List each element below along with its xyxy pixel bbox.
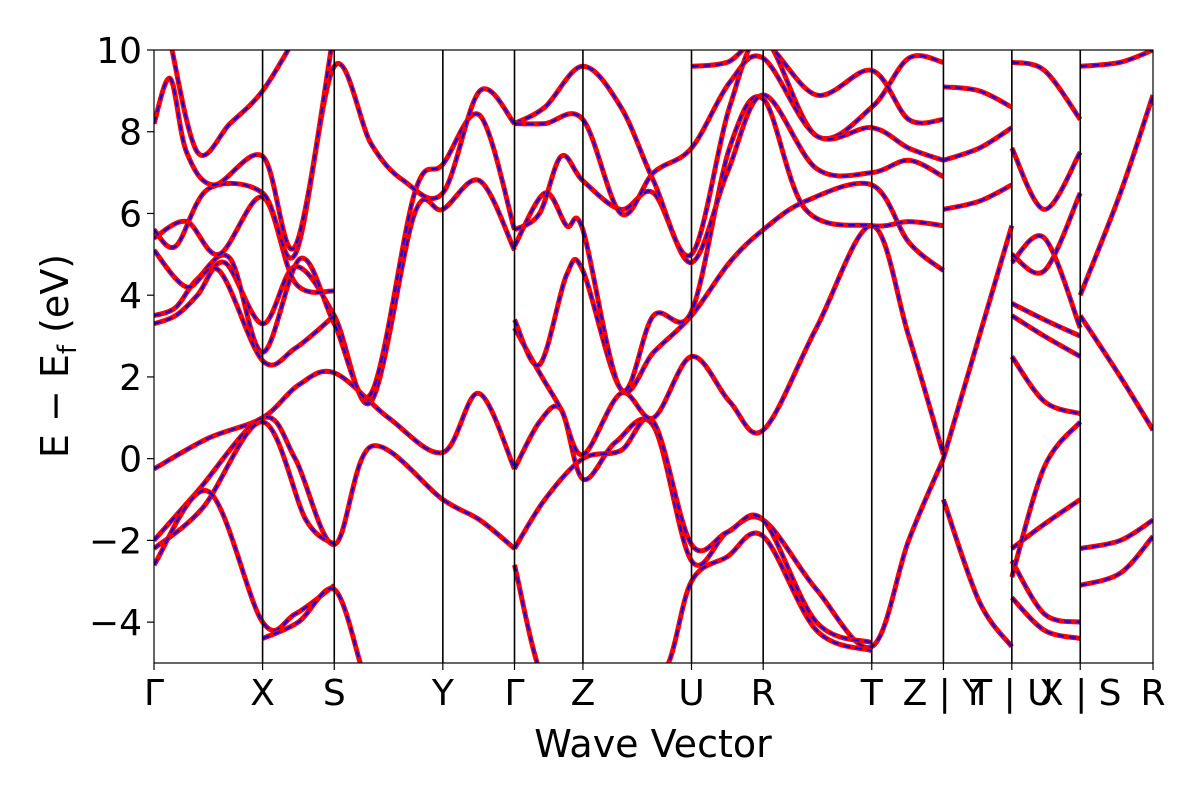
band-33-blue-dashed — [1011, 302, 1081, 338]
x-tick-label-5: Z — [571, 673, 596, 714]
band-14-blue-dashed — [513, 532, 873, 663]
band-18-blue-dashed — [513, 93, 944, 264]
y-tick-label-3: 2 — [119, 358, 142, 399]
y-tick-label-0: −4 — [89, 603, 142, 644]
band-42-blue-dashed — [1080, 50, 1153, 68]
x-tick-label-4: Γ — [504, 673, 524, 714]
y-tick-label-4: 4 — [119, 276, 142, 317]
band-39-blue-dashed — [1079, 535, 1153, 587]
x-tick-label-9: Z | Y — [903, 673, 986, 714]
y-tick-label-7: 10 — [96, 31, 142, 72]
x-tick-label-12: R — [1140, 673, 1165, 714]
band-16-blue-dashed — [513, 182, 945, 394]
plot-background — [154, 50, 1153, 663]
plot-frame — [153, 49, 1154, 664]
x-tick-label-8: T — [860, 673, 884, 714]
band-30-blue-dashed — [1010, 421, 1082, 578]
band-10-blue-dashed — [154, 50, 333, 251]
y-tick-label-6: 8 — [119, 113, 142, 154]
band-13-blue-dashed — [513, 417, 873, 644]
band-35-blue-dashed — [1011, 192, 1082, 275]
band-40-blue-dashed — [1079, 315, 1153, 431]
band-6-blue-dashed — [154, 112, 516, 399]
band-36-blue-dashed — [1010, 147, 1082, 211]
band-28-blue-dashed — [1010, 560, 1081, 624]
band-34-blue-dashed — [1011, 234, 1082, 329]
band-19-blue-dashed — [513, 50, 944, 258]
band-3-blue-dashed — [154, 489, 335, 632]
y-tick-label-2: 0 — [119, 440, 142, 481]
band-26-blue-dashed — [943, 85, 1013, 109]
band-15-blue-dashed — [513, 224, 945, 456]
y-axis-label-sub: f — [53, 344, 83, 354]
kpoint-lines — [261, 50, 1082, 663]
x-tick-label-10: T | U — [969, 673, 1053, 714]
y-axis-label-main: E − E — [33, 354, 77, 458]
band-29-blue-dashed — [1011, 596, 1081, 640]
x-tick-label-6: U — [678, 673, 704, 714]
band-lines — [154, 50, 1153, 663]
band-27-blue-dashed — [1011, 498, 1081, 550]
band-38-blue-dashed — [1079, 519, 1153, 550]
band-0-blue-dashed — [154, 370, 516, 470]
band-11-blue-dashed — [170, 50, 290, 157]
band-37-red — [1011, 59, 1083, 121]
y-axis-label: E − Ef (eV) — [33, 254, 83, 458]
x-tick-label-11: X | S — [1039, 673, 1122, 714]
band-41-blue-dashed — [1079, 94, 1153, 296]
x-axis: Γ X S Y Γ Z U R T Z | YT | UX | S R — [144, 663, 1166, 714]
x-tick-label-7: R — [751, 673, 776, 714]
band-22-blue-dashed — [942, 499, 1013, 648]
x-axis-label: Wave Vector — [534, 722, 772, 766]
band-31-blue-dashed — [1010, 355, 1081, 415]
band-24-blue-dashed — [943, 183, 1013, 211]
x-tick-label-0: Γ — [144, 673, 164, 714]
y-tick-label-1: −2 — [89, 521, 142, 562]
x-tick-label-2: S — [323, 673, 346, 714]
y-axis: −4 −2 0 2 4 6 8 10 — [89, 31, 154, 644]
x-tick-label-1: X — [250, 673, 275, 714]
band-21-blue-dashed — [691, 50, 944, 125]
band-23-blue-dashed — [942, 225, 1013, 460]
x-tick-label-3: Y — [431, 673, 455, 714]
band-4-blue-dashed — [262, 587, 362, 663]
band-32-blue-dashed — [1011, 314, 1081, 358]
band-25-blue-dashed — [943, 126, 1013, 162]
band-7-blue-dashed — [154, 249, 336, 367]
y-axis-label-unit: (eV) — [33, 254, 77, 345]
y-tick-label-5: 6 — [119, 194, 142, 235]
